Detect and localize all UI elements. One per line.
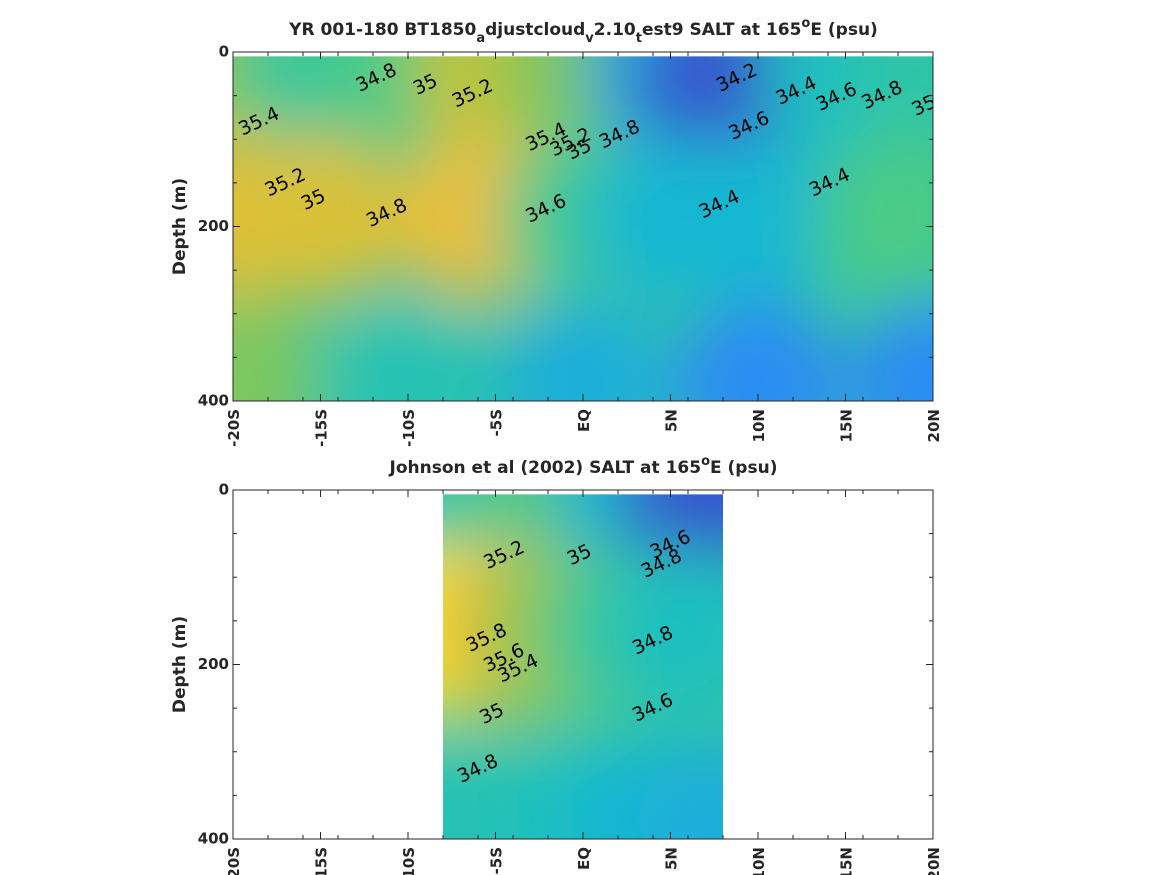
title-part-8: E (psu) xyxy=(810,20,877,40)
y-tick-label-0: 0 xyxy=(219,481,229,499)
salinity-sample-15 xyxy=(813,132,933,303)
title-part-5: t xyxy=(636,31,642,46)
y-axis-label: Depth (m) xyxy=(170,616,190,713)
x-tick-label-5: 5N xyxy=(663,409,681,432)
title-part-2: djustcloud xyxy=(485,20,585,40)
salinity-sample-20 xyxy=(848,298,933,402)
y-tick-label-2: 400 xyxy=(198,392,229,410)
x-tick-label-4: EQ xyxy=(575,847,593,870)
x-tick-label-8: 20N xyxy=(925,847,943,875)
x-tick-label-1: -15S xyxy=(313,409,331,447)
title-part-2: E (psu) xyxy=(710,458,777,478)
chart-panel-1: 34.8 35 35.235.4 35.435.235 34.834.2 34.434.6… xyxy=(170,16,943,447)
salinity-samples xyxy=(443,494,723,839)
title-part-1: a xyxy=(476,31,485,46)
salinity-samples xyxy=(233,56,933,402)
salinity-field xyxy=(443,494,723,839)
title-part-4: 2.10 xyxy=(594,20,636,40)
chart-panel-2: 35.2 35 34.634.835.835.635.43534.834.834.6… xyxy=(170,454,943,875)
salinity-sample-9 xyxy=(603,544,723,715)
title-part-7: o xyxy=(801,16,810,31)
x-tick-label-7: 15N xyxy=(838,847,856,875)
chart-title: Johnson et al (2002) SALT at 165oE (psu) xyxy=(389,454,778,478)
x-tick-label-3: -5S xyxy=(488,409,506,436)
y-tick-label-0: 0 xyxy=(219,43,229,61)
salinity-field xyxy=(233,56,933,402)
title-part-0: Johnson et al (2002) SALT at 165 xyxy=(389,458,702,478)
x-tick-label-1: -15S xyxy=(313,847,331,875)
salinity-sample-14 xyxy=(673,132,843,303)
salinity-sample-8 xyxy=(848,56,933,155)
salinity-sample-10 xyxy=(235,132,406,303)
y-tick-label-1: 200 xyxy=(198,655,229,673)
x-tick-label-5: 5N xyxy=(663,847,681,870)
x-tick-label-8: 20N xyxy=(925,409,943,442)
x-tick-label-6: 10N xyxy=(750,847,768,875)
salinity-sample-17 xyxy=(323,298,493,402)
y-tick-label-1: 200 xyxy=(198,217,229,235)
title-part-0: YR 001-180 BT1850 xyxy=(288,20,476,40)
y-axis-label: Depth (m) xyxy=(170,178,190,275)
salinity-sample-16 xyxy=(233,298,318,402)
x-tick-label-2: -10S xyxy=(400,847,418,875)
x-tick-label-7: 15N xyxy=(838,409,856,442)
x-tick-label-6: 10N xyxy=(750,409,768,442)
x-tick-label-3: -5S xyxy=(488,847,506,874)
chart-title: YR 001-180 BT1850adjustcloudv2.10test9 S… xyxy=(288,16,878,46)
x-tick-label-0: -20S xyxy=(225,847,243,875)
salinity-sample-18 xyxy=(498,298,668,402)
salinity-sample-19 xyxy=(673,298,843,402)
x-tick-label-4: EQ xyxy=(575,409,593,432)
x-tick-label-2: -10S xyxy=(400,409,418,447)
title-part-1: o xyxy=(701,454,710,469)
y-tick-label-2: 400 xyxy=(198,830,229,848)
x-tick-label-0: -20S xyxy=(225,409,243,447)
title-part-3: v xyxy=(585,31,594,46)
title-part-6: est9 SALT at 165 xyxy=(642,20,801,40)
salinity-sample-13 xyxy=(638,736,723,839)
